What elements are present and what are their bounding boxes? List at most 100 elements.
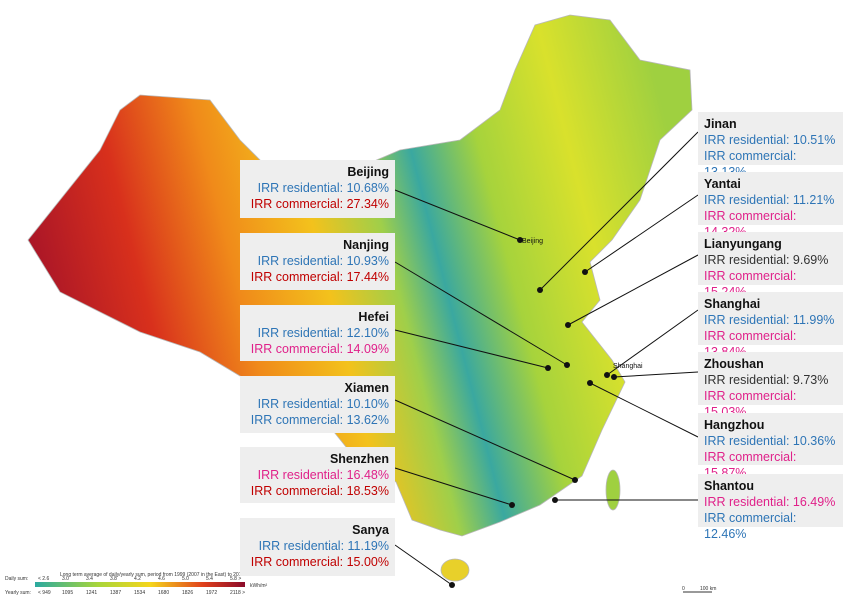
city-dot <box>565 322 571 328</box>
irr-line: IRR residential: 9.73% <box>704 373 829 387</box>
city-box: Hefei IRR residential: 12.10% IRR commerci… <box>240 305 395 361</box>
irr-line: IRR residential: 9.69% <box>704 253 829 267</box>
irr-line: IRR commercial: 17.44% <box>250 270 389 284</box>
leader-line <box>394 399 576 481</box>
city-dot <box>537 287 543 293</box>
leader-line <box>584 194 699 273</box>
irr-line: IRR commercial: 13.62% <box>250 413 389 427</box>
scale-end: 100 km <box>700 586 716 592</box>
leader-line <box>394 261 568 366</box>
legend-tick: 5.0 <box>182 576 189 582</box>
leader-line <box>394 467 513 506</box>
leader-line <box>613 371 699 378</box>
hainan <box>440 558 470 582</box>
city-box: Beijing IRR residential: 10.68% IRR commer… <box>240 160 395 218</box>
city-box: Yantai IRR residential: 11.21% IRR commerc… <box>698 172 843 239</box>
city-name: Shenzhen <box>329 452 389 466</box>
city-name: Hefei <box>358 310 389 324</box>
legend-tick: < 949 <box>38 590 51 596</box>
irr-line: IRR commercial: 27.34% <box>250 197 389 211</box>
city-dot <box>582 269 588 275</box>
city-name: Nanjing <box>343 238 389 252</box>
city-box: Hangzhou IRR residential: 10.36% IRR comme… <box>698 413 843 480</box>
city-name: Shantou <box>704 479 754 493</box>
irr-line: IRR residential: 10.51% <box>704 133 836 147</box>
legend-yearly-label: Yearly sum: <box>5 590 31 596</box>
leader-line <box>589 382 699 438</box>
city-dot <box>564 362 570 368</box>
legend-tick: 1095 <box>62 590 73 596</box>
legend-tick: 4.2 <box>134 576 141 582</box>
irr-line: IRR residential: 11.21% <box>704 193 835 207</box>
city-dot <box>509 502 515 508</box>
city-box: Zhoushan IRR residential: 9.73% IRR commer… <box>698 352 843 419</box>
leader-line <box>567 254 699 326</box>
leader-line <box>394 329 549 369</box>
city-dot <box>545 365 551 371</box>
irr-line: IRR commercial: 14.09% <box>250 342 389 356</box>
city-box: Shenzhen IRR residential: 16.48% IRR comme… <box>240 447 395 503</box>
legend-tick: 5.4 <box>206 576 213 582</box>
legend-tick: 5.8 > <box>230 576 241 582</box>
city-dot <box>517 237 523 243</box>
legend-tick: 1826 <box>182 590 193 596</box>
city-box: Lianyungang IRR residential: 9.69% IRR com… <box>698 232 843 299</box>
legend-tick: 1972 <box>206 590 217 596</box>
irr-line: IRR residential: 11.19% <box>258 539 389 553</box>
legend-bar <box>35 582 245 587</box>
city-box: Nanjing IRR residential: 10.93% IRR commer… <box>240 233 395 290</box>
city-name: Beijing <box>347 165 389 179</box>
legend-unit: kWh/m² <box>250 583 268 589</box>
city-box: Sanya IRR residential: 11.19% IRR commerci… <box>240 518 395 576</box>
legend-tick: 1534 <box>134 590 145 596</box>
city-name: Hangzhou <box>704 418 765 432</box>
legend-tick: 2118 > <box>230 590 245 596</box>
legend-daily-label: Daily sum: <box>5 576 28 582</box>
legend-tick: < 2.6 <box>38 576 49 582</box>
taiwan <box>605 469 621 511</box>
leader-line <box>539 131 699 291</box>
irr-line: IRR residential: 11.99% <box>704 313 835 327</box>
city-name: Sanya <box>352 523 389 537</box>
irr-line: IRR commercial: 12.46% <box>704 511 797 541</box>
city-dot <box>604 372 610 378</box>
city-name: Jinan <box>704 117 737 131</box>
city-dot <box>587 380 593 386</box>
legend-tick: 1387 <box>110 590 121 596</box>
legend-tick: 1680 <box>158 590 169 596</box>
city-name: Lianyungang <box>704 237 782 251</box>
irr-line: IRR residential: 10.68% <box>257 181 389 195</box>
city-box: Jinan IRR residential: 10.51% IRR commerci… <box>698 112 843 179</box>
irr-line: IRR residential: 16.49% <box>704 495 836 509</box>
city-name: Yantai <box>704 177 741 191</box>
legend-tick: 1241 <box>86 590 97 596</box>
city-box: Xiamen IRR residential: 10.10% IRR commerc… <box>240 376 395 433</box>
legend-title: Long term average of daily/yearly sum, p… <box>60 572 244 578</box>
city-dot <box>572 477 578 483</box>
legend-tick: 3.8 <box>110 576 117 582</box>
irr-line: IRR residential: 10.36% <box>704 434 836 448</box>
city-dot <box>449 582 455 588</box>
map-label: Shanghai <box>613 363 643 370</box>
city-box: Shanghai IRR residential: 11.99% IRR comme… <box>698 292 843 359</box>
city-dot <box>552 497 558 503</box>
city-box: Shantou IRR residential: 16.49% IRR commer… <box>698 474 843 541</box>
irr-line: IRR residential: 16.48% <box>257 468 389 482</box>
city-dot <box>611 374 617 380</box>
leader-line <box>606 309 699 376</box>
legend-tick: 3.0 <box>62 576 69 582</box>
legend-tick: 3.4 <box>86 576 93 582</box>
irr-line: IRR residential: 10.93% <box>257 254 389 268</box>
irr-line: IRR residential: 12.10% <box>257 326 389 340</box>
irr-line: IRR commercial: 15.00% <box>250 555 389 569</box>
map-label: Beijing <box>522 238 543 245</box>
scale-start: 0 <box>682 586 685 592</box>
leader-line <box>394 544 453 586</box>
leader-line <box>394 189 521 241</box>
irr-line: IRR residential: 10.10% <box>257 397 389 411</box>
legend-tick: 4.6 <box>158 576 165 582</box>
irr-line: IRR commercial: 18.53% <box>250 484 389 498</box>
city-name: Xiamen <box>344 381 389 395</box>
city-name: Shanghai <box>704 297 761 311</box>
